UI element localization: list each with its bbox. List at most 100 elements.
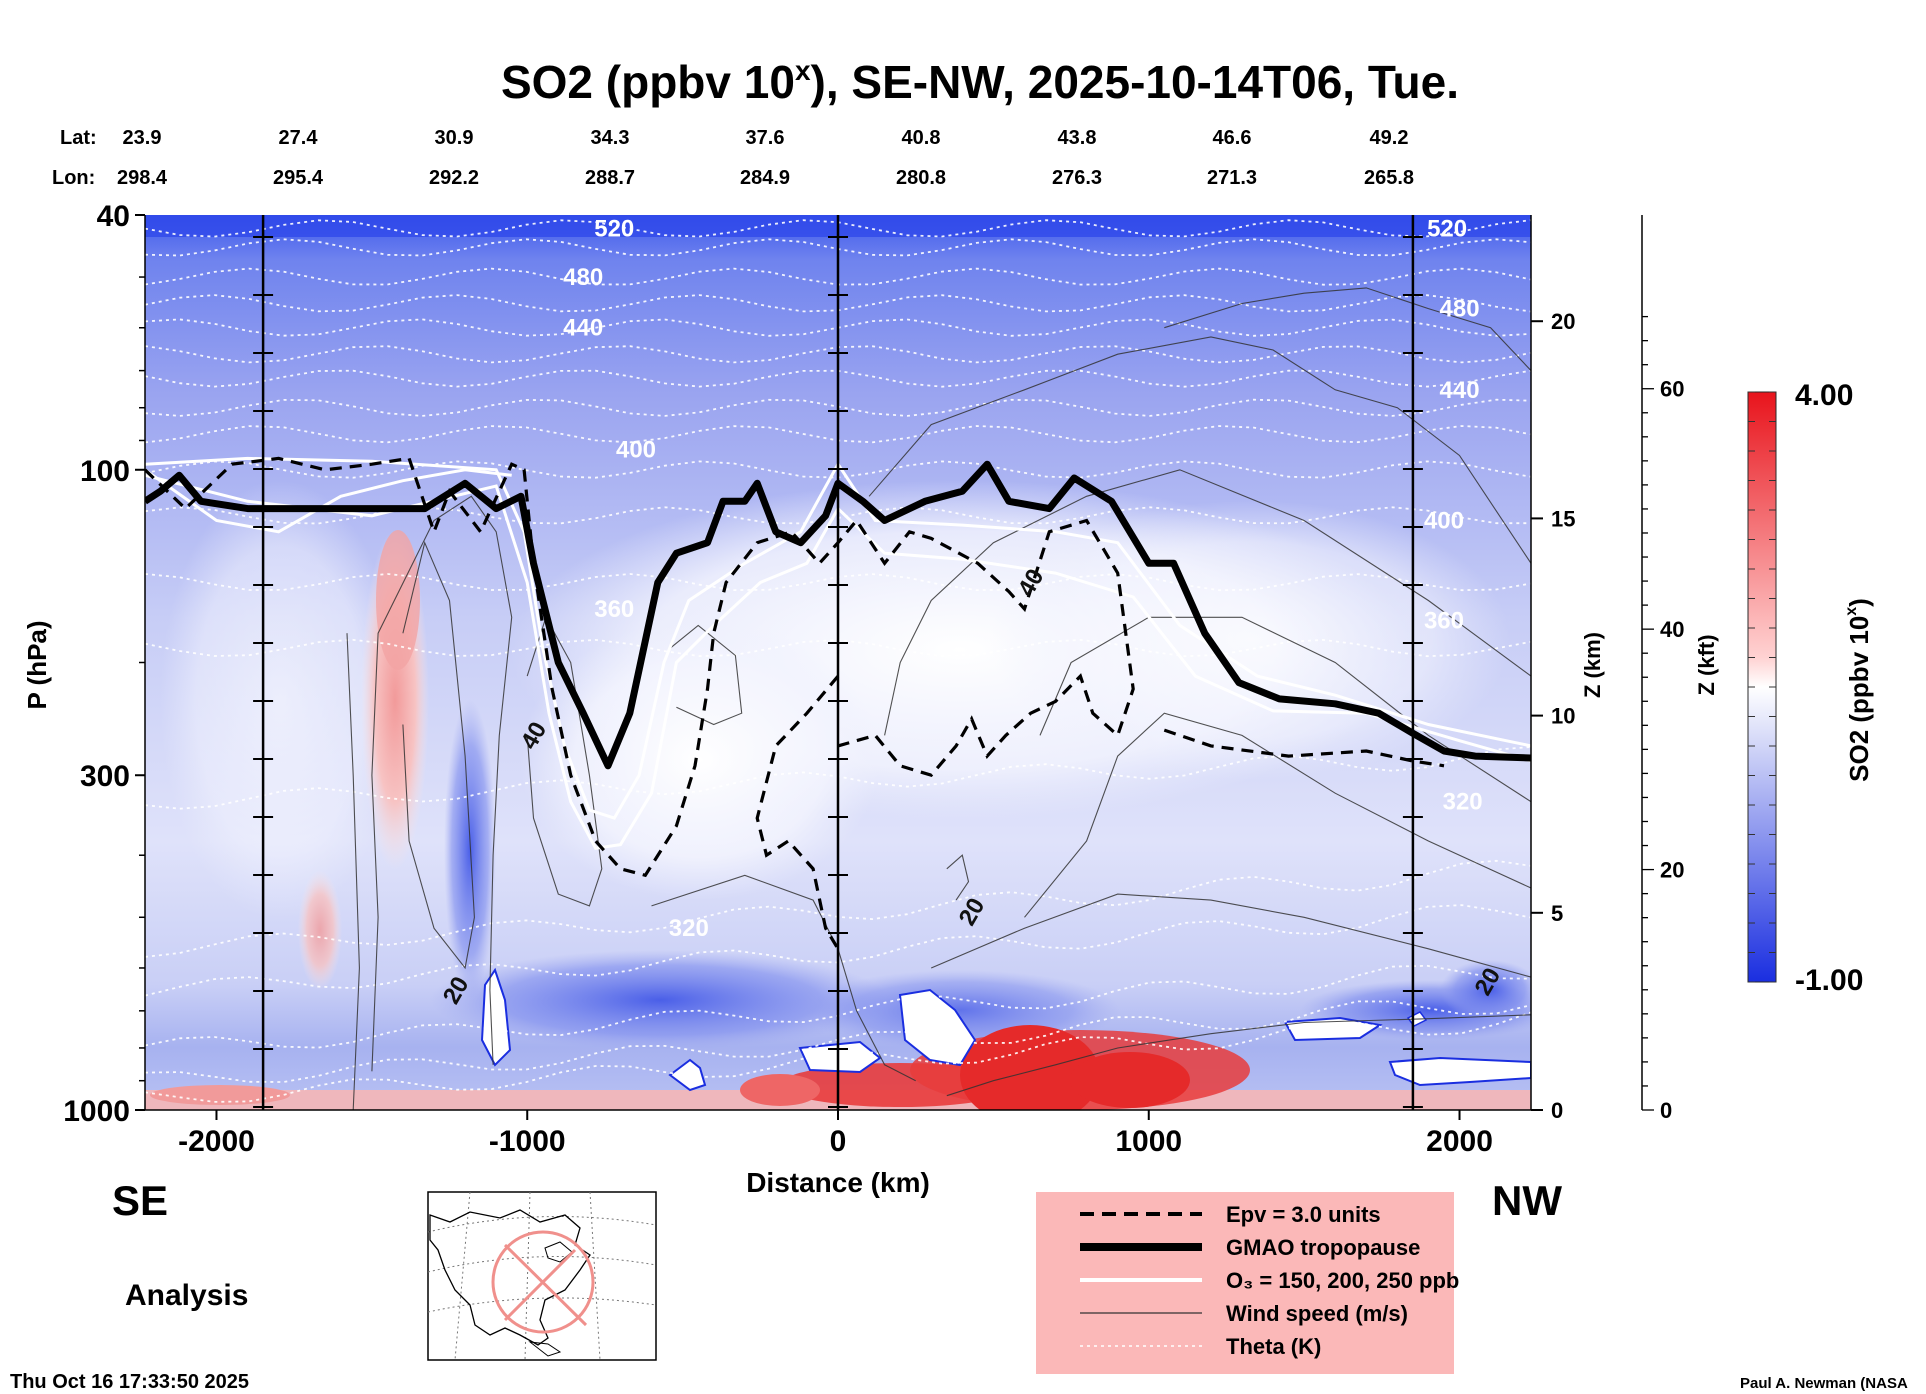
lon-value: 280.8 [896, 167, 946, 189]
theta-label: 320 [669, 915, 709, 942]
wind-contour-line [1164, 287, 1531, 371]
epv-contour-line [1163, 728, 1445, 768]
lon-value: 292.2 [429, 167, 479, 189]
lat-value: 37.6 [746, 127, 785, 149]
chart-title-rest: ), SE-NW, 2025-10-14T06, Tue. [811, 56, 1460, 108]
chart-title-sup: x [795, 55, 811, 86]
theta-label: 360 [594, 596, 634, 623]
tropopause-path [145, 460, 1531, 770]
lon-value: 288.7 [585, 167, 635, 189]
colorbar-title-sup: x [1843, 607, 1860, 616]
z-km-tick-label: 10 [1551, 704, 1575, 729]
wind-contour-line [868, 336, 1531, 564]
x-axis-label: Distance (km) [746, 1167, 930, 1198]
epv-contour-line [755, 675, 840, 950]
lon-label: Lon: [52, 167, 95, 189]
theta-label: 440 [563, 315, 603, 342]
lon-value: 271.3 [1207, 167, 1257, 189]
lat-value: 34.3 [591, 127, 630, 149]
z-km-tick-label: 15 [1551, 506, 1575, 531]
z-km-axis: 0 5 10 15 20 [1530, 215, 1575, 1123]
z-kft-axis: 0 20 40 60 [1641, 215, 1684, 1123]
theta-label: 320 [1443, 789, 1483, 816]
colorbar-title-main: SO2 (ppbv 10 [1844, 616, 1874, 782]
ozone-contour-line [145, 473, 1531, 850]
distance-tick-label: -1000 [489, 1125, 566, 1158]
colorbar-max-label: 4.00 [1795, 379, 1853, 412]
lon-value: 298.4 [117, 167, 168, 189]
chart-title-main: SO2 (ppbv 10 [501, 56, 795, 108]
z-kft-tick-label: 40 [1660, 617, 1684, 642]
lat-label: Lat: [60, 127, 97, 149]
theta-label: 440 [1440, 377, 1480, 404]
lat-value: 30.9 [435, 127, 474, 149]
lat-value: 27.4 [279, 127, 319, 149]
distance-tick-label: 1000 [1115, 1125, 1182, 1158]
lat-value: 43.8 [1058, 127, 1097, 149]
inset-map-coastline [429, 1209, 591, 1346]
ozone-contour-line [145, 468, 512, 534]
legend-background [1036, 1192, 1454, 1374]
z-km-tick-label: 5 [1551, 901, 1563, 926]
inset-map [427, 1191, 657, 1361]
legend-items: Epv = 3.0 units GMAO tropopause O₃ = 150, … [1080, 1202, 1459, 1359]
chart-title: SO2 (ppbv 10x), SE-NW, 2025-10-14T06, Tu… [501, 55, 1459, 108]
wind-contour-line [346, 633, 360, 1110]
theta-label: 400 [1424, 507, 1464, 534]
lon-value: 284.9 [740, 167, 790, 189]
pressure-axis: 40 100 300 1000 [63, 200, 146, 1128]
distance-axis: -2000 -1000 0 1000 2000 [145, 1109, 1531, 1158]
credit: Paul A. Newman (NASA [1740, 1375, 1908, 1392]
theta-label: 480 [1440, 296, 1480, 323]
distance-tick-label: 2000 [1426, 1125, 1493, 1158]
lon-value: 276.3 [1052, 167, 1102, 189]
wind-contour-line [669, 624, 743, 726]
wind-contour-line [1039, 616, 1531, 803]
z-km-label: Z (km) [1580, 632, 1605, 698]
theta-label: 480 [563, 264, 603, 291]
colorbar-title-end: ) [1844, 598, 1874, 607]
legend-label: O₃ = 150, 200, 250 ppb [1226, 1268, 1459, 1293]
direction-nw: NW [1492, 1177, 1562, 1224]
z-kft-tick-label: 0 [1660, 1098, 1672, 1123]
z-km-tick-label: 0 [1551, 1098, 1563, 1123]
legend-label: Theta (K) [1226, 1334, 1321, 1359]
wind-contour-line [402, 540, 475, 970]
lat-value: 40.8 [902, 127, 941, 149]
theta-label: 520 [594, 216, 634, 243]
direction-se: SE [112, 1177, 168, 1224]
legend-label: GMAO tropopause [1226, 1235, 1420, 1260]
lat-value: 49.2 [1370, 127, 1409, 149]
wind-contour-line [884, 469, 1531, 736]
tropopause-line [145, 460, 1531, 770]
inset-domain-circle [491, 1230, 595, 1334]
timestamp: Thu Oct 16 17:33:50 2025 [10, 1371, 249, 1393]
analysis-label: Analysis [125, 1279, 248, 1312]
epv-contour-line [145, 456, 1135, 878]
z-kft-label: Z (kft) [1694, 634, 1719, 695]
distance-tick-label: 0 [830, 1125, 847, 1158]
legend-label: Wind speed (m/s) [1226, 1301, 1408, 1326]
theta-label: 400 [616, 437, 656, 464]
colorbar-title: SO2 (ppbv 10x) [1843, 598, 1874, 782]
colorbar-min-label: -1.00 [1795, 964, 1863, 997]
wind-contour-line [371, 495, 513, 1072]
inset-transect-line [503, 1243, 588, 1327]
lon-value: 295.4 [273, 167, 324, 189]
theta-label: 360 [1424, 608, 1464, 635]
wind-contour-line [946, 1014, 1531, 1097]
lon-value: 265.8 [1364, 167, 1414, 189]
colorbar: 4.00 -1.00 SO2 (ppbv 10x) [1747, 379, 1874, 997]
legend-label: Epv = 3.0 units [1226, 1202, 1381, 1227]
wind-contour-line [930, 893, 1531, 978]
pressure-tick-label: 40 [97, 200, 130, 233]
z-kft-tick-label: 20 [1660, 858, 1684, 883]
colorbar-ticks [1748, 391, 1776, 983]
distance-tick-label: -2000 [178, 1125, 255, 1158]
z-kft-tick-label: 60 [1660, 377, 1684, 402]
lat-lon-header: 23.9 27.4 30.9 34.3 37.6 40.8 43.8 46.6 49.2 298.… [117, 127, 1414, 189]
legend: Epv = 3.0 units GMAO tropopause O₃ = 150, … [1036, 1192, 1459, 1374]
epv-contours [145, 456, 1445, 950]
